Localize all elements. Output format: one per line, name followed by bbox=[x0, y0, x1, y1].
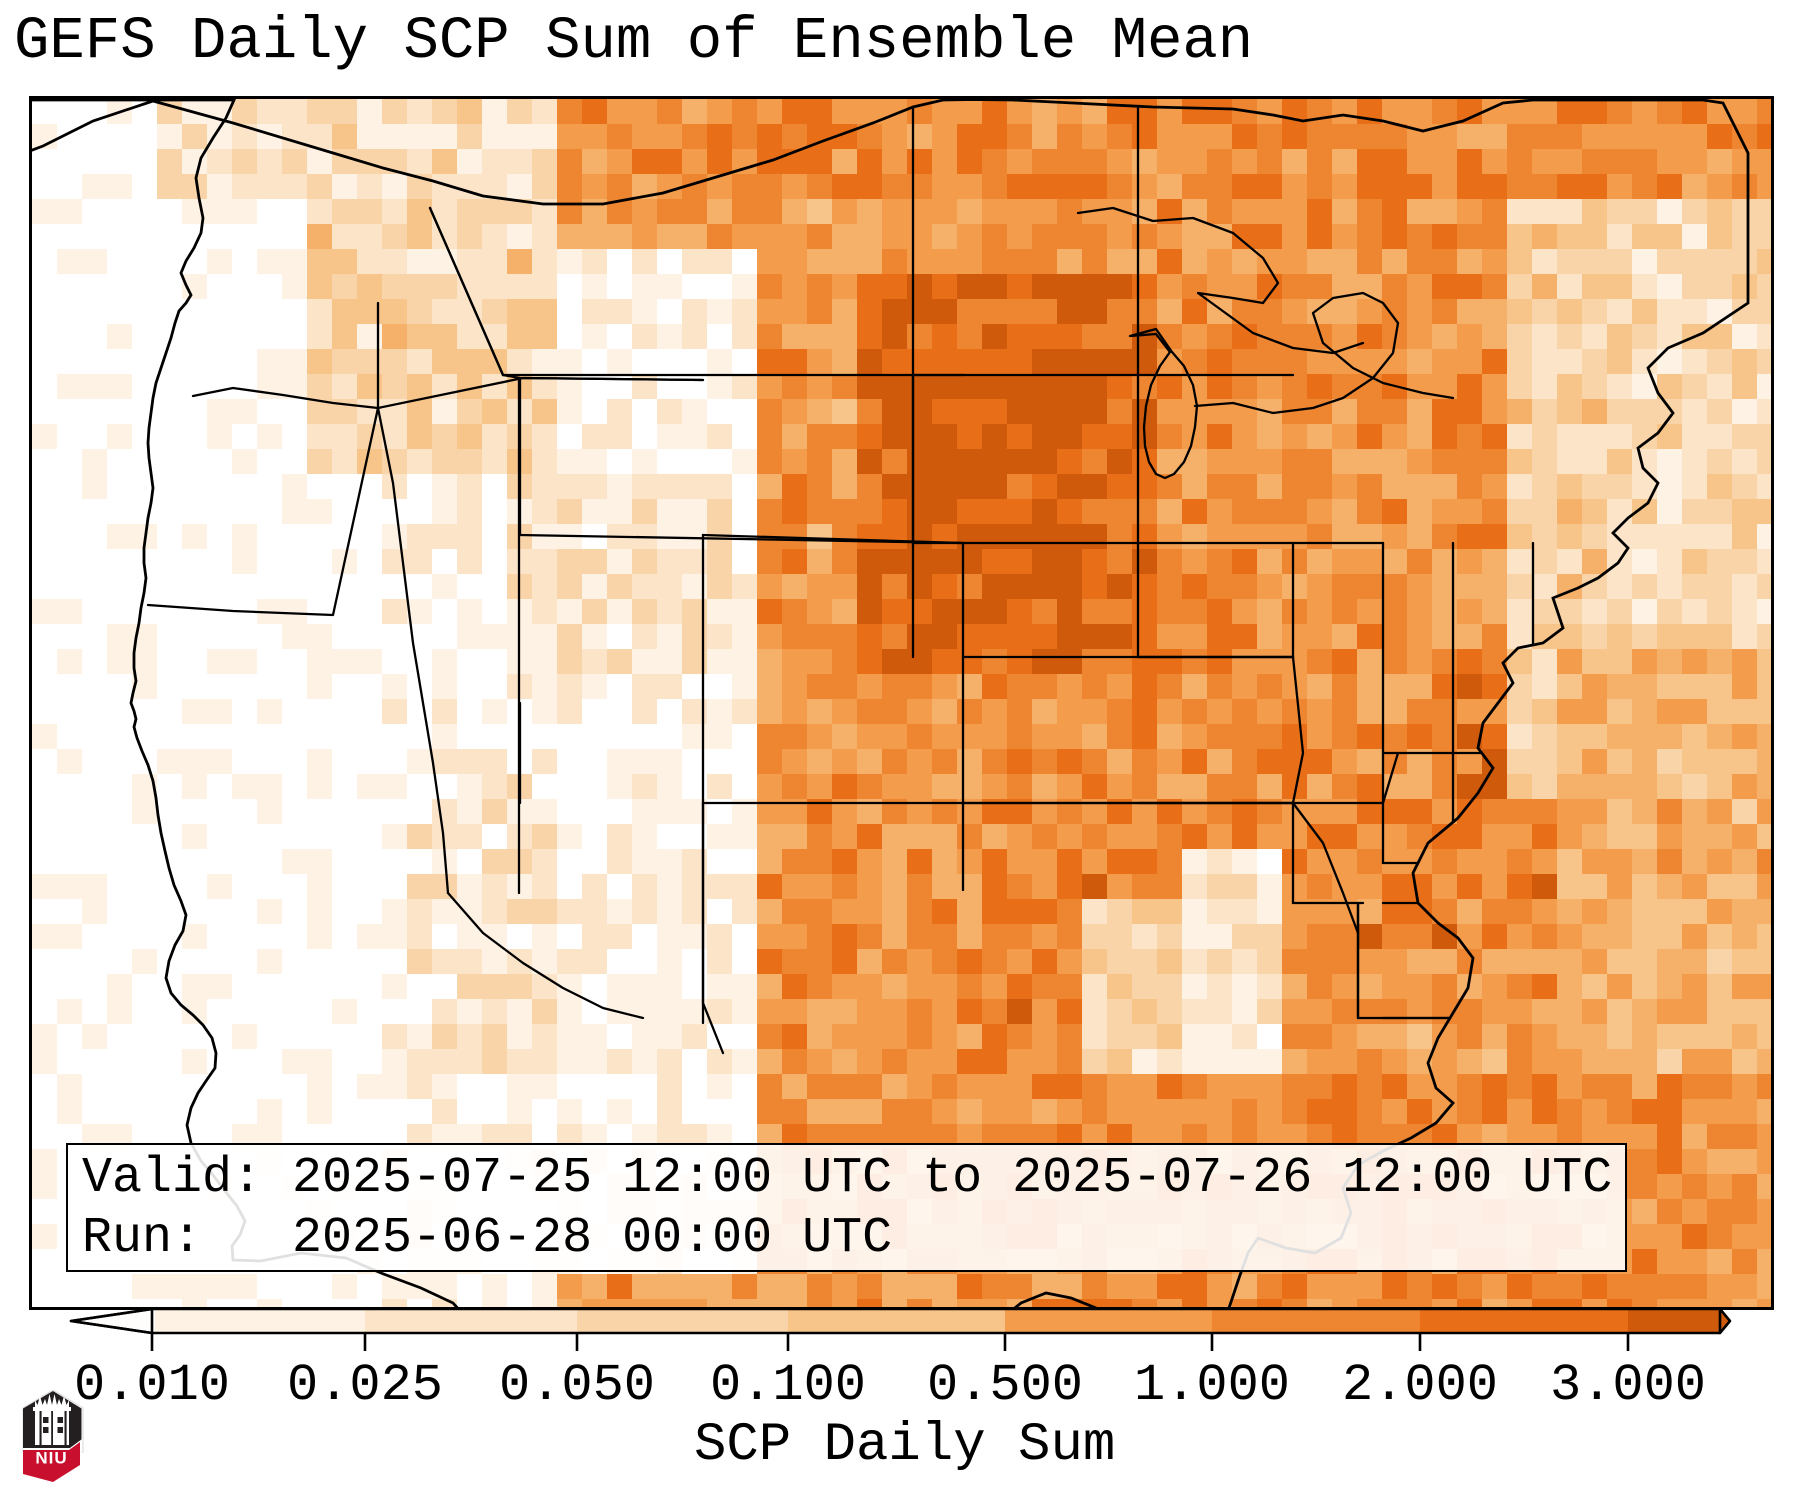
svg-text:NIU: NIU bbox=[35, 1449, 67, 1468]
